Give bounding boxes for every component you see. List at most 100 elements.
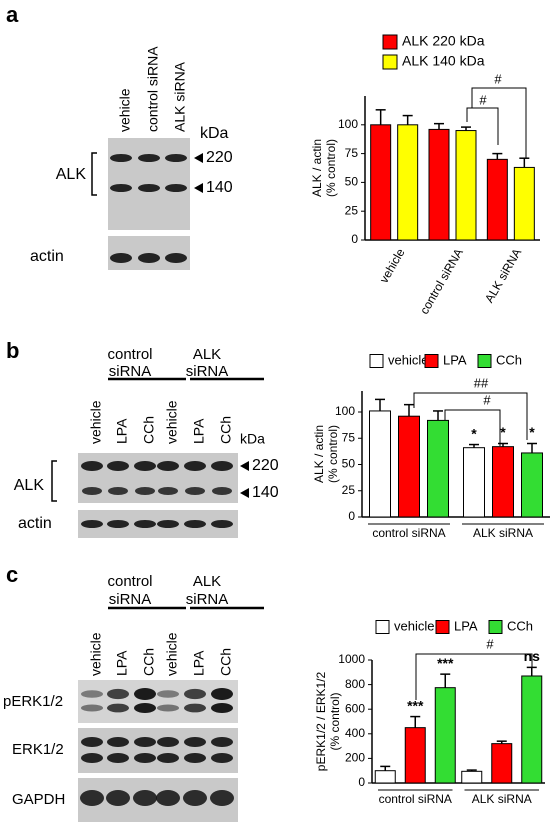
- y-axis-label: pERK1/2 / ERK1/2: [314, 671, 328, 771]
- legend-swatch: [488, 620, 503, 634]
- marker-arrow: [240, 461, 249, 471]
- blot-band: [185, 487, 205, 495]
- significance-label: *: [471, 425, 477, 441]
- significance-label: *: [529, 424, 535, 440]
- blot-band: [108, 487, 128, 495]
- significance-label: *: [500, 424, 506, 440]
- legend-swatch: [375, 620, 390, 634]
- y-tick-label: 50: [345, 175, 359, 189]
- blot-label: ERK1/2: [12, 741, 64, 758]
- significance-bracket: [413, 392, 528, 440]
- y-tick-label: 50: [342, 457, 356, 471]
- bracket: [51, 460, 57, 502]
- y-axis-label: (% control): [324, 139, 338, 197]
- significance-label: ***: [407, 697, 424, 713]
- blot-band: [165, 154, 187, 162]
- lane-label: control siRNA: [145, 46, 161, 132]
- y-tick-label: 100: [335, 404, 355, 418]
- blot-band: [110, 154, 132, 162]
- marker-label: 220: [206, 149, 233, 166]
- blot-band: [211, 520, 233, 528]
- bar: [521, 675, 543, 784]
- x-tick-label: control siRNA: [417, 246, 466, 317]
- blot-band: [135, 487, 155, 495]
- error-bar: [434, 122, 444, 130]
- error-bar: [492, 152, 503, 160]
- blot-band: [107, 753, 129, 763]
- group-label: control: [107, 346, 152, 363]
- bar: [370, 124, 392, 241]
- error-bar: [433, 410, 443, 421]
- blot-band: [210, 790, 234, 806]
- blot-band: [183, 790, 207, 806]
- legend-label: LPA: [454, 618, 478, 633]
- lane-label: CCh: [141, 416, 157, 444]
- bar: [398, 415, 420, 518]
- x-tick-label: vehicle: [377, 246, 408, 286]
- bar: [461, 770, 483, 784]
- bar: [374, 770, 396, 784]
- blot-band: [184, 737, 206, 747]
- significance-label: #: [483, 392, 491, 407]
- bar: [404, 727, 426, 784]
- kda-label: kDa: [240, 431, 265, 447]
- blot-band: [212, 487, 232, 495]
- legend-label: ALK 140 kDa: [402, 53, 485, 69]
- blot-band: [138, 184, 160, 192]
- blot-label: actin: [18, 515, 52, 532]
- blot-band: [184, 688, 206, 700]
- y-tick-label: 25: [342, 483, 356, 497]
- blot-band: [107, 520, 129, 528]
- legend-swatch: [382, 34, 398, 50]
- error-bar: [461, 126, 471, 131]
- significance-label: #: [479, 92, 487, 107]
- significance-label: ##: [474, 375, 489, 390]
- blot-band: [110, 253, 132, 263]
- significance-bracket: [444, 409, 501, 446]
- y-tick-label: 0: [358, 775, 365, 789]
- y-axis-label: ALK / actin: [312, 425, 326, 483]
- y-tick-label: 100: [338, 117, 358, 131]
- error-bar: [469, 443, 479, 448]
- y-tick-label: 75: [342, 430, 356, 444]
- panel-label: a: [6, 2, 19, 27]
- lane-label: vehicle: [164, 400, 180, 444]
- blot-band: [81, 753, 103, 763]
- y-tick-label: 25: [345, 203, 359, 217]
- blot: [78, 680, 238, 723]
- y-tick-label: 600: [345, 701, 365, 715]
- lane-label: vehicle: [117, 88, 133, 132]
- blot-band: [81, 520, 103, 528]
- x-tick-label: ALK siRNA: [473, 526, 533, 540]
- error-bar: [410, 715, 421, 728]
- bar: [491, 743, 513, 784]
- lane-label: vehicle: [164, 632, 180, 676]
- marker-arrow: [194, 153, 203, 163]
- blot-band: [211, 688, 233, 700]
- bar: [513, 166, 535, 241]
- blot-label: GAPDH: [12, 791, 65, 808]
- blot-band: [157, 461, 179, 471]
- marker-label: 140: [206, 179, 233, 196]
- y-tick-label: 400: [345, 726, 365, 740]
- blot-band: [138, 154, 160, 162]
- protein-label: ALK: [14, 477, 45, 494]
- group-label: siRNA: [109, 363, 152, 380]
- blot-band: [184, 520, 206, 528]
- blot-band: [134, 753, 156, 763]
- blot-band: [138, 253, 160, 263]
- blot-band: [211, 753, 233, 763]
- group-label: siRNA: [186, 591, 229, 608]
- bar: [427, 419, 449, 518]
- lane-label: CCh: [218, 416, 234, 444]
- lane-label: LPA: [191, 650, 207, 676]
- blot-band: [184, 753, 206, 763]
- y-tick-label: 200: [345, 751, 365, 765]
- legend-label: CCh: [507, 618, 533, 633]
- y-axis-label: (% control): [328, 692, 342, 750]
- legend-swatch: [477, 354, 492, 368]
- blot-band: [211, 737, 233, 747]
- blot-band: [80, 790, 104, 806]
- blot-band: [81, 737, 103, 747]
